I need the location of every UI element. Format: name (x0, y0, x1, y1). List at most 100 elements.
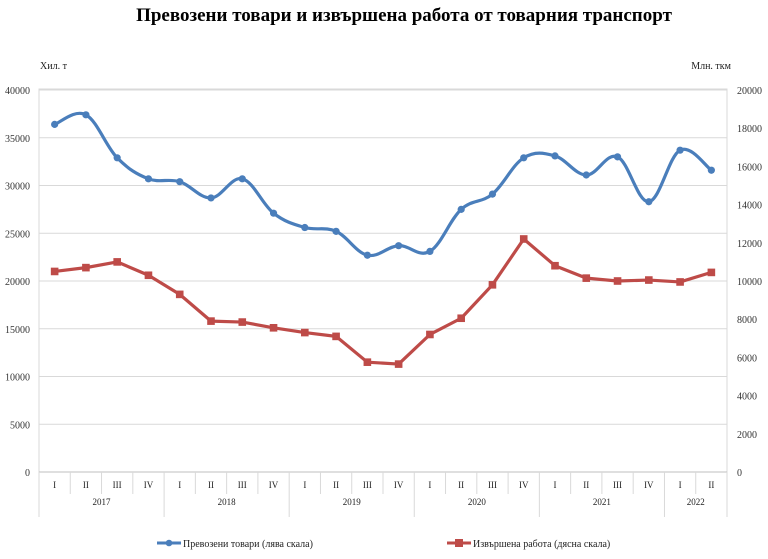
year-label: 2020 (468, 497, 487, 507)
category-label: II (208, 480, 214, 490)
data-point (395, 242, 403, 250)
data-point (551, 261, 559, 270)
left-tick-label: 10000 (5, 373, 30, 384)
data-point (144, 175, 153, 183)
data-point (707, 268, 716, 277)
data-point (394, 360, 403, 368)
category-label: IV (644, 480, 654, 490)
category-label: I (428, 480, 431, 490)
category-label: I (53, 480, 56, 490)
right-tick-label: 0 (737, 468, 742, 479)
data-point (520, 154, 528, 162)
left-tick-label: 15000 (5, 325, 30, 336)
data-point (301, 223, 309, 232)
left-tick-label: 5000 (10, 420, 30, 431)
year-label: 2017 (93, 497, 112, 507)
data-point (207, 194, 215, 202)
series-line-0 (53, 111, 713, 258)
legend: Превозени товари (лява скала) Извършена р… (157, 539, 610, 550)
right-tick-label: 18000 (737, 124, 762, 135)
data-point (175, 290, 184, 299)
data-point (519, 235, 528, 243)
right-tick-label: 14000 (737, 201, 762, 212)
data-point (113, 154, 121, 162)
data-point (457, 314, 465, 323)
category-label: IV (394, 480, 404, 490)
right-tick-label: 4000 (737, 392, 757, 403)
legend-marker (165, 539, 173, 547)
data-point (426, 247, 434, 255)
category-label: II (83, 480, 89, 490)
data-point (51, 120, 59, 128)
legend-item-1: Извършена работа (дясна скала) (447, 539, 610, 550)
category-label: IV (269, 480, 279, 490)
category-label: II (333, 480, 339, 490)
data-point (50, 267, 59, 276)
data-point (457, 205, 465, 213)
data-point (238, 175, 246, 183)
left-tick-label: 40000 (5, 86, 30, 97)
data-point (269, 209, 278, 217)
data-point (582, 274, 591, 282)
category-label: III (488, 480, 497, 490)
left-tick-label: 0 (25, 468, 30, 479)
right-tick-label: 8000 (737, 315, 757, 326)
right-tick-label: 12000 (737, 239, 762, 250)
data-point (426, 330, 434, 339)
right-tick-label: 6000 (737, 353, 757, 364)
legend-marker (455, 539, 463, 547)
year-label: 2019 (343, 497, 362, 507)
data-point (582, 171, 590, 179)
data-point (363, 251, 371, 259)
series-line-1 (53, 237, 713, 366)
chart-title: Превозени товари и извършена работа от т… (136, 5, 672, 26)
category-label: II (708, 480, 714, 490)
data-point (269, 323, 278, 332)
gridlines (39, 89, 727, 425)
left-tick-label: 25000 (5, 229, 30, 240)
category-label: III (613, 480, 622, 490)
legend-label: Извършена работа (дясна скала) (473, 539, 610, 550)
category-label: IV (144, 480, 154, 490)
right-tick-label: 16000 (737, 162, 762, 173)
left-tick-label: 35000 (5, 134, 30, 145)
left-axis-label: Хил. т (40, 61, 68, 72)
data-point (238, 318, 247, 326)
year-label: 2018 (218, 497, 237, 507)
right-axis: 0 2000 4000 6000 8000 10000 12000 14000 16000 180… (737, 86, 762, 479)
data-point (488, 190, 497, 198)
category-label: IV (519, 480, 529, 490)
data-point (82, 263, 90, 272)
data-point (551, 152, 559, 160)
data-point (207, 317, 215, 325)
data-point (332, 227, 340, 235)
right-tick-label: 20000 (737, 86, 762, 97)
category-label: I (554, 480, 557, 490)
data-point (82, 111, 90, 119)
data-point (144, 271, 153, 280)
right-tick-label: 2000 (737, 430, 757, 441)
legend-label: Превозени товари (лява скала) (183, 539, 313, 550)
data-point (488, 281, 497, 289)
data-point (613, 277, 622, 285)
category-label: II (458, 480, 464, 490)
data-point (645, 276, 653, 284)
data-point (301, 328, 309, 337)
category-label: I (303, 480, 306, 490)
category-label: I (178, 480, 181, 490)
left-axis: 0 5000 10000 15000 20000 25000 30000 35000 40000 (5, 86, 30, 479)
year-label: 2022 (687, 497, 705, 507)
data-point (707, 166, 715, 174)
series-layer (50, 111, 716, 368)
right-tick-label: 10000 (737, 277, 762, 288)
category-label: III (363, 480, 372, 490)
data-point (113, 258, 121, 266)
data-point (332, 332, 340, 341)
data-point (363, 358, 372, 366)
legend-item-0: Превозени товари (лява скала) (157, 539, 313, 550)
category-label: II (583, 480, 589, 490)
right-axis-label: Млн. ткм (691, 61, 731, 72)
data-point (645, 198, 653, 206)
year-label: 2021 (593, 497, 611, 507)
